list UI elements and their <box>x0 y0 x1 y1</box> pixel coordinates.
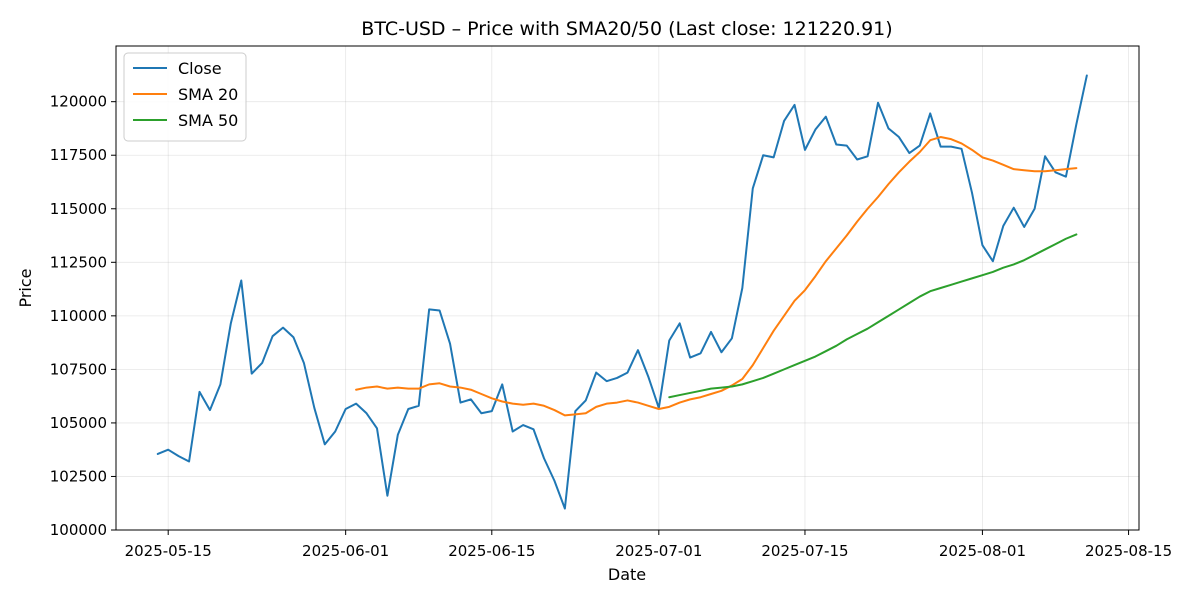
plot-frame <box>115 45 1140 531</box>
x-axis-label: Date <box>608 565 646 584</box>
y-tick-label: 120000 <box>50 93 107 111</box>
y-tick-label: 105000 <box>50 414 107 432</box>
y-tick-label: 112500 <box>50 253 107 271</box>
x-tick-label: 2025-08-15 <box>1085 542 1172 560</box>
chart-title: BTC-USD – Price with SMA20/50 (Last clos… <box>361 18 892 40</box>
series-line-sma-50 <box>668 233 1078 399</box>
legend-label: SMA 20 <box>178 85 238 104</box>
x-tick-label: 2025-08-01 <box>939 542 1026 560</box>
y-tick-label: 100000 <box>50 521 107 539</box>
y-tick-label: 110000 <box>50 307 107 325</box>
y-tick-label: 117500 <box>50 146 107 164</box>
y-tick-label: 115000 <box>50 200 107 218</box>
axis-ticks: 100000 102500 105000 107500 110000 112500 1150… <box>50 93 1172 560</box>
y-tick-label: 107500 <box>50 360 107 378</box>
x-tick-label: 2025-06-15 <box>448 542 535 560</box>
x-tick-label: 2025-06-01 <box>302 542 389 560</box>
x-tick-label: 2025-07-01 <box>615 542 702 560</box>
x-tick-label: 2025-07-15 <box>761 542 848 560</box>
y-tick-label: 102500 <box>50 467 107 485</box>
legend: Close SMA 20 SMA 50 <box>123 52 247 142</box>
series-line-sma-20 <box>355 136 1078 417</box>
y-axis-label: Price <box>16 268 35 307</box>
series-line-close <box>156 74 1088 510</box>
legend-label: Close <box>178 59 222 78</box>
grid-lines <box>116 46 1139 531</box>
x-tick-label: 2025-05-15 <box>125 542 212 560</box>
series-lines <box>156 74 1088 510</box>
legend-label: SMA 50 <box>178 111 238 130</box>
